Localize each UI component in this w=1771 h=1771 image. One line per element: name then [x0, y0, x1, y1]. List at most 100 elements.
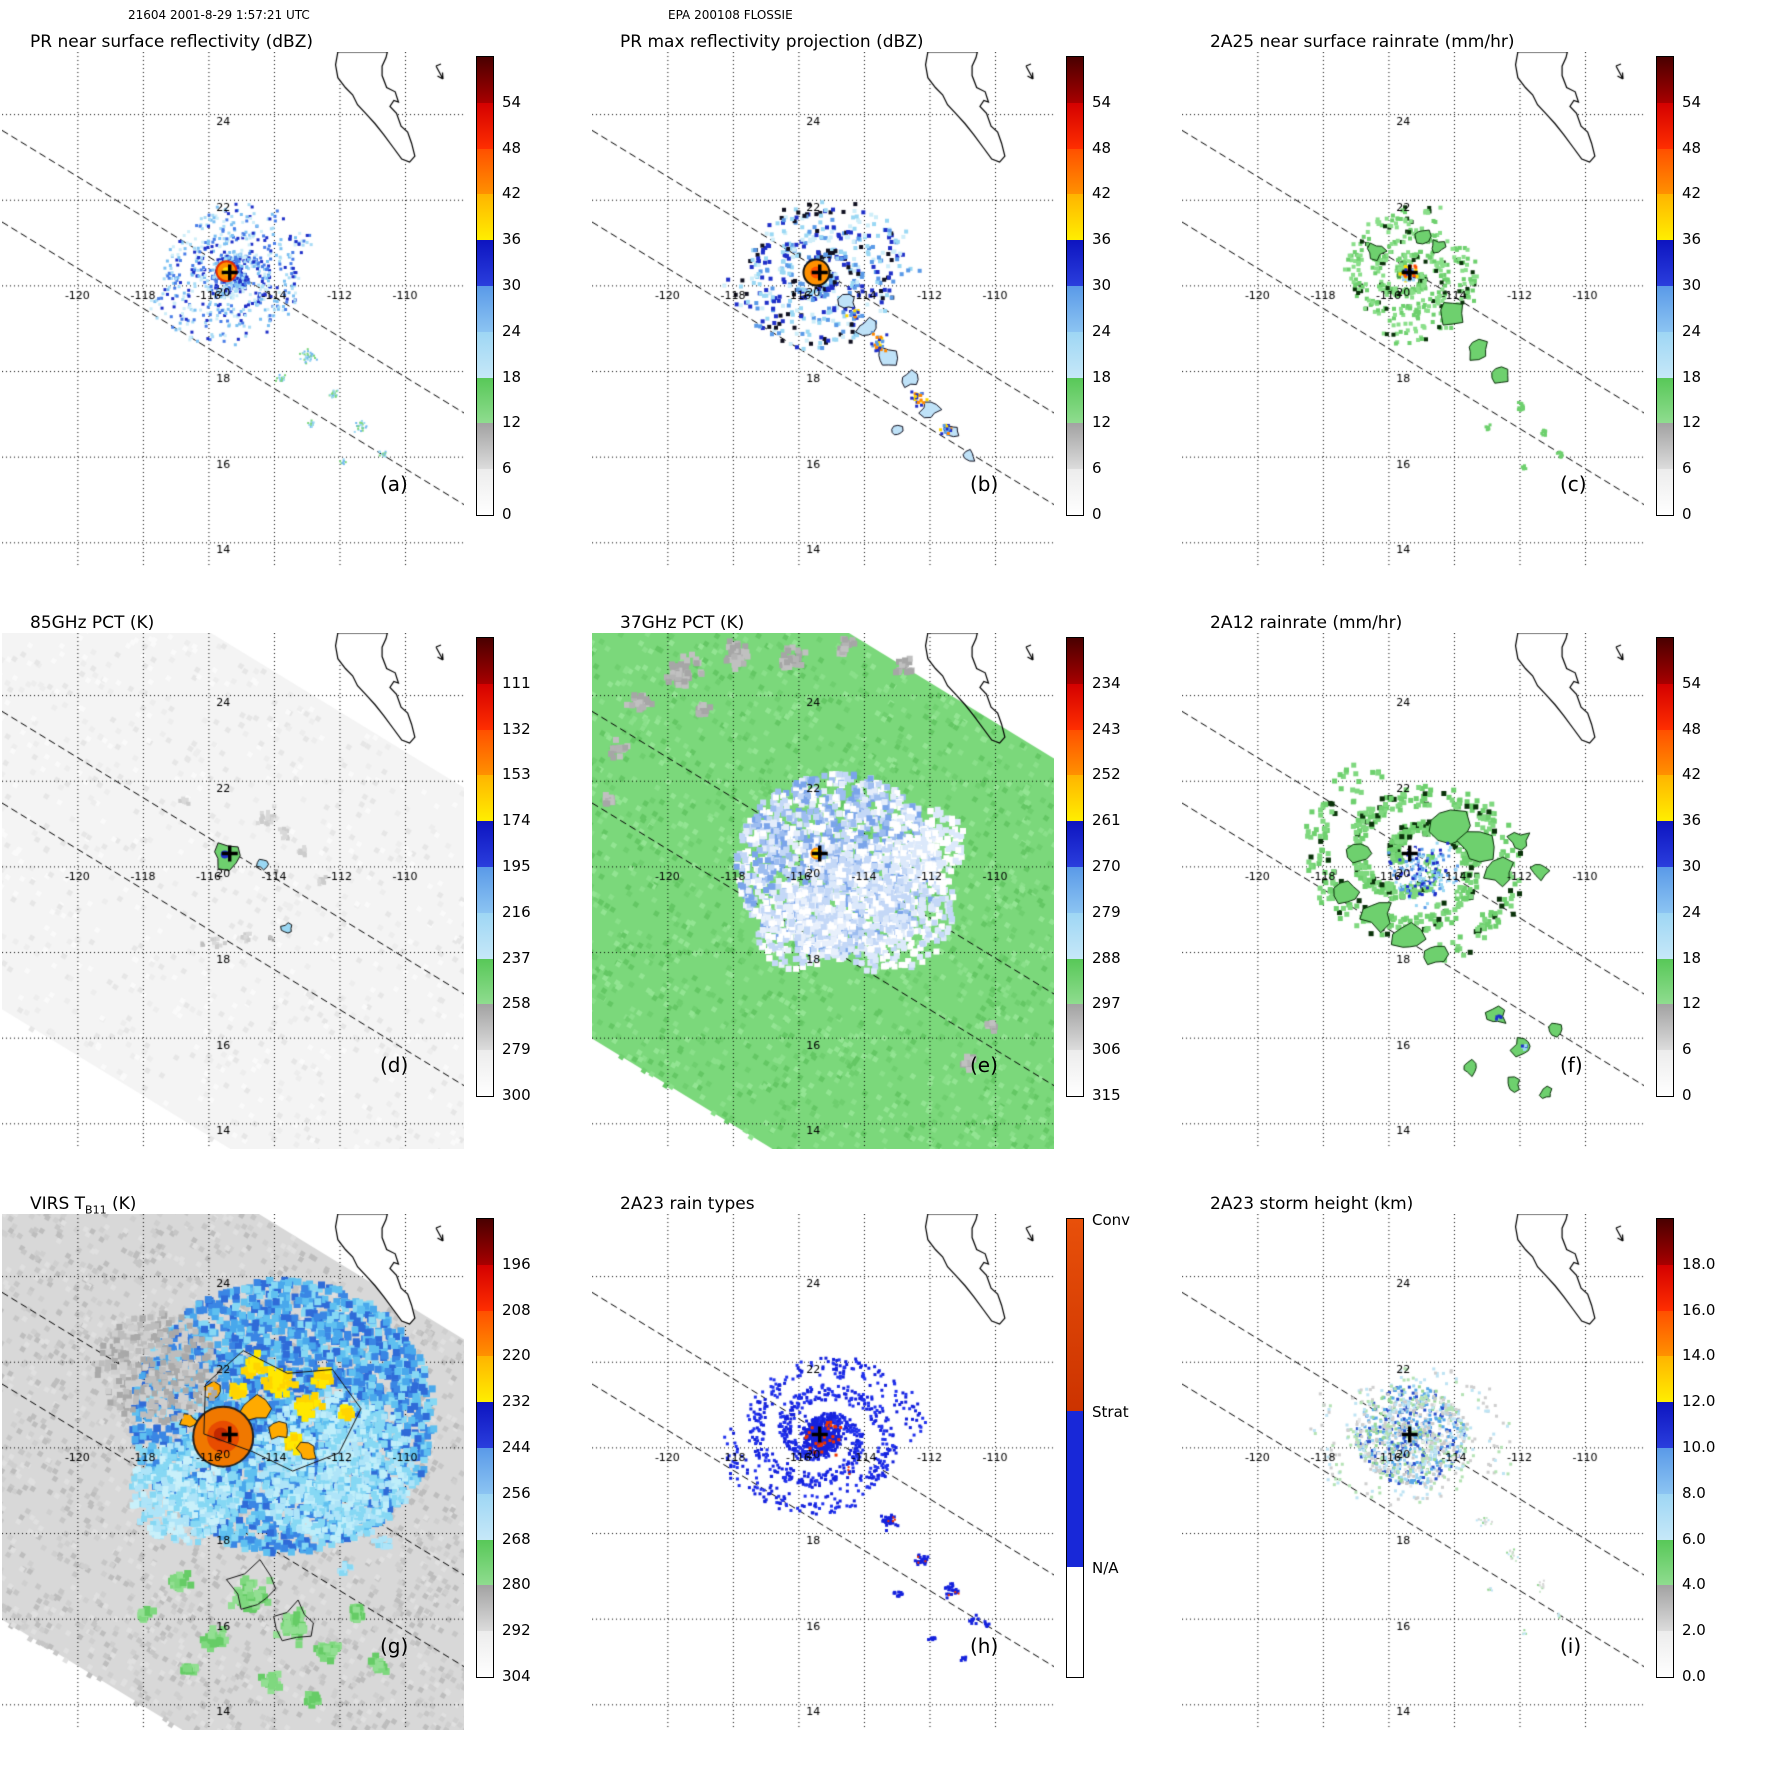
colorbar-segment	[1657, 729, 1673, 776]
map-canvas	[2, 1214, 464, 1730]
panel-title-text: 2A12 rainrate (mm/hr)	[1210, 613, 1403, 633]
colorbar-tick-labels: 0 6 12 18 24 30 36 42 48 54	[1682, 637, 1766, 1103]
panel-label: (e)	[970, 1053, 998, 1077]
colorbar-segment	[1067, 57, 1083, 103]
colorbar-segment	[477, 194, 493, 241]
colorbar-area: 0 6 12 18 24 30 36 42 48 54	[1066, 56, 1178, 522]
colorbar-segment	[1067, 775, 1083, 822]
panel-d: 85GHz PCT (K) (d) 300 279 258 237 216 195 174 1…	[0, 607, 590, 1188]
map-area: (e)	[592, 633, 1054, 1149]
colorbar-segment	[1067, 331, 1083, 378]
colorbar-segment	[1657, 1539, 1673, 1586]
colorbar-tick-label: 54	[1682, 673, 1702, 692]
colorbar-tick-label: 0	[502, 505, 512, 523]
colorbar-segment	[1067, 1004, 1083, 1051]
colorbar	[1656, 1218, 1674, 1678]
colorbar	[1066, 1218, 1084, 1678]
colorbar-tick-label: 54	[1682, 92, 1702, 111]
panel-c: 2A25 near surface rainrate (mm/hr) (c) 0…	[1180, 26, 1770, 607]
map-canvas	[1182, 52, 1644, 568]
colorbar-segment	[477, 57, 493, 103]
map-area: (c)	[1182, 52, 1644, 568]
colorbar-tick-label: 30	[1682, 857, 1702, 875]
colorbar-segment	[1657, 285, 1673, 332]
colorbar-tick-label: 270	[1092, 857, 1121, 875]
colorbar-segment	[1067, 423, 1083, 470]
map-area: (g)	[2, 1214, 464, 1730]
panel-title-text: VIRS T	[30, 1194, 86, 1214]
colorbar-segment	[1657, 1402, 1673, 1448]
colorbar-tick-label: 24	[1682, 902, 1702, 921]
colorbar-tick-label: 24	[1682, 321, 1702, 340]
colorbar-segment	[1657, 1264, 1673, 1311]
panel-title: 37GHz PCT (K)	[620, 613, 744, 635]
colorbar-tick-label: 54	[502, 92, 522, 111]
colorbar-segment	[477, 102, 493, 149]
colorbar-tick-label: 256	[502, 1483, 531, 1502]
colorbar-category-label: Strat	[1092, 1403, 1129, 1422]
colorbar-segment	[1067, 1050, 1083, 1096]
panel-label: (d)	[380, 1053, 409, 1077]
colorbar-segment	[1067, 285, 1083, 332]
panel-title-suffix: (K)	[106, 1194, 137, 1214]
map-area: (d)	[2, 633, 464, 1149]
colorbar-segment	[1657, 1493, 1673, 1540]
colorbar-tick-label: 111	[502, 673, 531, 692]
colorbar-tick-labels: 304 292 280 268 256 244 232 220 208 196	[502, 1218, 586, 1684]
panel-i: 2A23 storm height (km) (i) 0.0 2.0 4.0 6.0 8…	[1180, 1188, 1770, 1769]
colorbar-segment	[1657, 1631, 1673, 1677]
colorbar-segment	[1657, 102, 1673, 149]
map-area: (b)	[592, 52, 1054, 568]
colorbar-tick-label: 42	[1682, 184, 1702, 203]
colorbar-tick-label: 220	[502, 1346, 531, 1365]
colorbar-segment	[477, 775, 493, 822]
colorbar-area: 0 6 12 18 24 30 36 42 48 54	[476, 56, 588, 522]
storm-name-title: EPA 200108 FLOSSIE	[668, 8, 793, 22]
colorbar-tick-label: 0	[1682, 1086, 1692, 1104]
colorbar-segment	[1657, 638, 1673, 684]
colorbar-segment	[477, 1264, 493, 1311]
colorbar-tick-labels: 0 6 12 18 24 30 36 42 48 54	[1682, 56, 1766, 522]
colorbar-tick-labels: Conv Strat N/A	[1092, 1212, 1176, 1678]
colorbar-tick-label: 132	[502, 719, 531, 738]
colorbar-tick-label: 18.0	[1682, 1254, 1716, 1273]
colorbar-tick-label: 24	[502, 321, 522, 340]
colorbar-tick-label: 36	[1682, 811, 1702, 830]
colorbar-segment	[1067, 912, 1083, 959]
colorbar-tick-label: 0	[1682, 505, 1692, 523]
colorbar-segment	[477, 638, 493, 684]
colorbar-segment	[1067, 194, 1083, 241]
panel-title: 2A12 rainrate (mm/hr)	[1210, 613, 1402, 635]
map-canvas	[1182, 1214, 1644, 1730]
panel-title-text: 2A25 near surface rainrate (mm/hr)	[1210, 32, 1515, 52]
overpass-timestamp: 21604 2001-8-29 1:57:21 UTC	[128, 8, 310, 22]
colorbar-tick-label: 300	[502, 1086, 531, 1104]
colorbar-tick-label: 288	[1092, 948, 1121, 967]
colorbar-tick-labels: 315 306 297 288 279 270 261 252 243 234	[1092, 637, 1176, 1103]
colorbar-segment	[1657, 57, 1673, 103]
colorbar-tick-label: 42	[1092, 184, 1112, 203]
panel-title-text: 85GHz PCT (K)	[30, 613, 155, 633]
colorbar-segment	[1657, 775, 1673, 822]
map-area: (h)	[592, 1214, 1054, 1730]
colorbar-tick-label: 6	[502, 459, 512, 478]
colorbar-tick-label: 244	[502, 1438, 531, 1456]
colorbar-segment	[477, 148, 493, 195]
colorbar-segment	[477, 683, 493, 730]
map-canvas	[592, 1214, 1054, 1730]
colorbar-segment	[477, 331, 493, 378]
colorbar-segment	[1657, 377, 1673, 424]
panel-title-text: PR near surface reflectivity (dBZ)	[30, 32, 313, 52]
colorbar-segment	[1657, 912, 1673, 959]
colorbar-segment	[477, 821, 493, 867]
colorbar-tick-label: 243	[1092, 719, 1121, 738]
panel-title: 2A25 near surface rainrate (mm/hr)	[1210, 32, 1514, 54]
colorbar-tick-label: 4.0	[1682, 1575, 1706, 1594]
colorbar	[1656, 637, 1674, 1097]
colorbar-tick-label: 30	[1682, 276, 1702, 294]
colorbar-tick-label: 24	[1092, 321, 1112, 340]
colorbar-tick-label: 279	[502, 1040, 531, 1059]
colorbar-segment	[1067, 729, 1083, 776]
colorbar-tick-label: 252	[1092, 765, 1121, 784]
colorbar-tick-label: 6	[1682, 1040, 1692, 1059]
